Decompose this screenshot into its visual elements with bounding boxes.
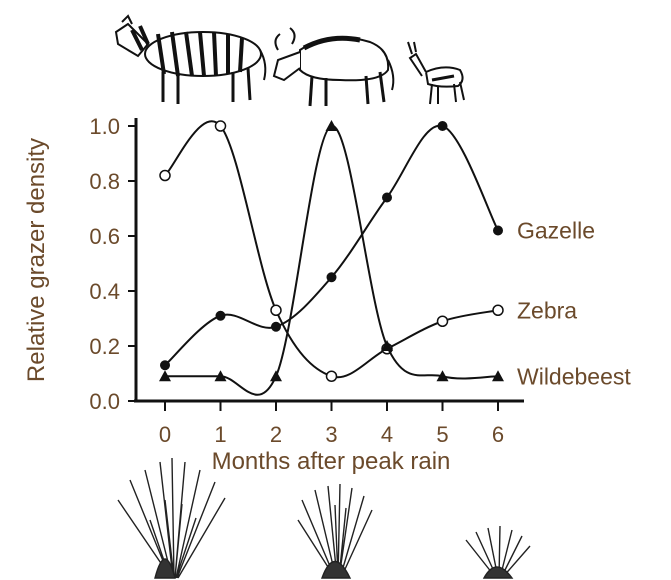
wildebeest-label: Wildebeest bbox=[517, 363, 631, 389]
y-tick-label: 0.4 bbox=[89, 279, 120, 304]
tall-grass-illustration bbox=[117, 457, 226, 579]
wildebeest-point bbox=[214, 370, 227, 382]
x-axis-ticks: 0 1 2 3 4 5 6 bbox=[159, 401, 504, 447]
zebra-point bbox=[270, 304, 282, 316]
x-tick-label: 5 bbox=[436, 422, 448, 447]
wildebeest-point bbox=[436, 370, 449, 382]
x-tick-label: 2 bbox=[270, 422, 282, 447]
zebra-point bbox=[436, 315, 449, 327]
x-tick-label: 6 bbox=[492, 422, 504, 447]
y-axis-ticks: 0.0 0.2 0.4 0.6 0.8 1.0 bbox=[89, 114, 136, 414]
wildebeest-point bbox=[381, 340, 393, 351]
zebra-point bbox=[159, 169, 171, 182]
gazelle-point bbox=[382, 192, 392, 203]
y-axis-label: Relative grazer density bbox=[23, 138, 50, 382]
x-tick-label: 0 bbox=[159, 422, 171, 447]
zebra-point bbox=[214, 120, 227, 132]
wildebeest-line bbox=[165, 125, 499, 396]
x-tick-label: 4 bbox=[381, 422, 393, 447]
series-layer bbox=[159, 120, 504, 396]
gazelle-point bbox=[493, 225, 503, 236]
gazelle-point bbox=[437, 121, 448, 131]
wildebeest-point bbox=[325, 120, 338, 131]
series-labels: Gazelle Zebra Wildebeest bbox=[517, 218, 631, 390]
gazelle-label: Gazelle bbox=[517, 218, 595, 244]
y-tick-label: 0.2 bbox=[89, 334, 120, 359]
x-tick-label: 1 bbox=[214, 422, 226, 447]
gazelle-point bbox=[326, 272, 337, 283]
y-tick-label: 0.6 bbox=[89, 224, 120, 249]
gazelle-point bbox=[271, 321, 281, 332]
y-tick-label: 0.8 bbox=[89, 169, 120, 194]
gazelle-point bbox=[215, 310, 226, 321]
gazelle-illustration bbox=[407, 41, 465, 105]
wildebeest-point bbox=[159, 370, 171, 382]
zebra-label: Zebra bbox=[517, 297, 577, 323]
short-grass-illustration bbox=[465, 525, 531, 579]
y-tick-label: 0.0 bbox=[89, 389, 120, 414]
wildebeest-point bbox=[492, 370, 504, 382]
zebra-illustration bbox=[114, 14, 267, 104]
medium-grass-illustration bbox=[297, 483, 373, 579]
gazelle-line bbox=[164, 124, 499, 366]
zebra-point bbox=[325, 370, 338, 382]
y-tick-label: 1.0 bbox=[89, 114, 120, 139]
x-axis-label: Months after peak rain bbox=[212, 448, 451, 475]
wildebeest-point bbox=[270, 370, 282, 382]
gazelle-point bbox=[160, 360, 170, 371]
wildebeest-illustration bbox=[272, 27, 395, 107]
zebra-point bbox=[492, 304, 504, 316]
zebra-line bbox=[164, 120, 499, 379]
x-tick-label: 3 bbox=[325, 422, 337, 447]
axes bbox=[134, 118, 524, 403]
